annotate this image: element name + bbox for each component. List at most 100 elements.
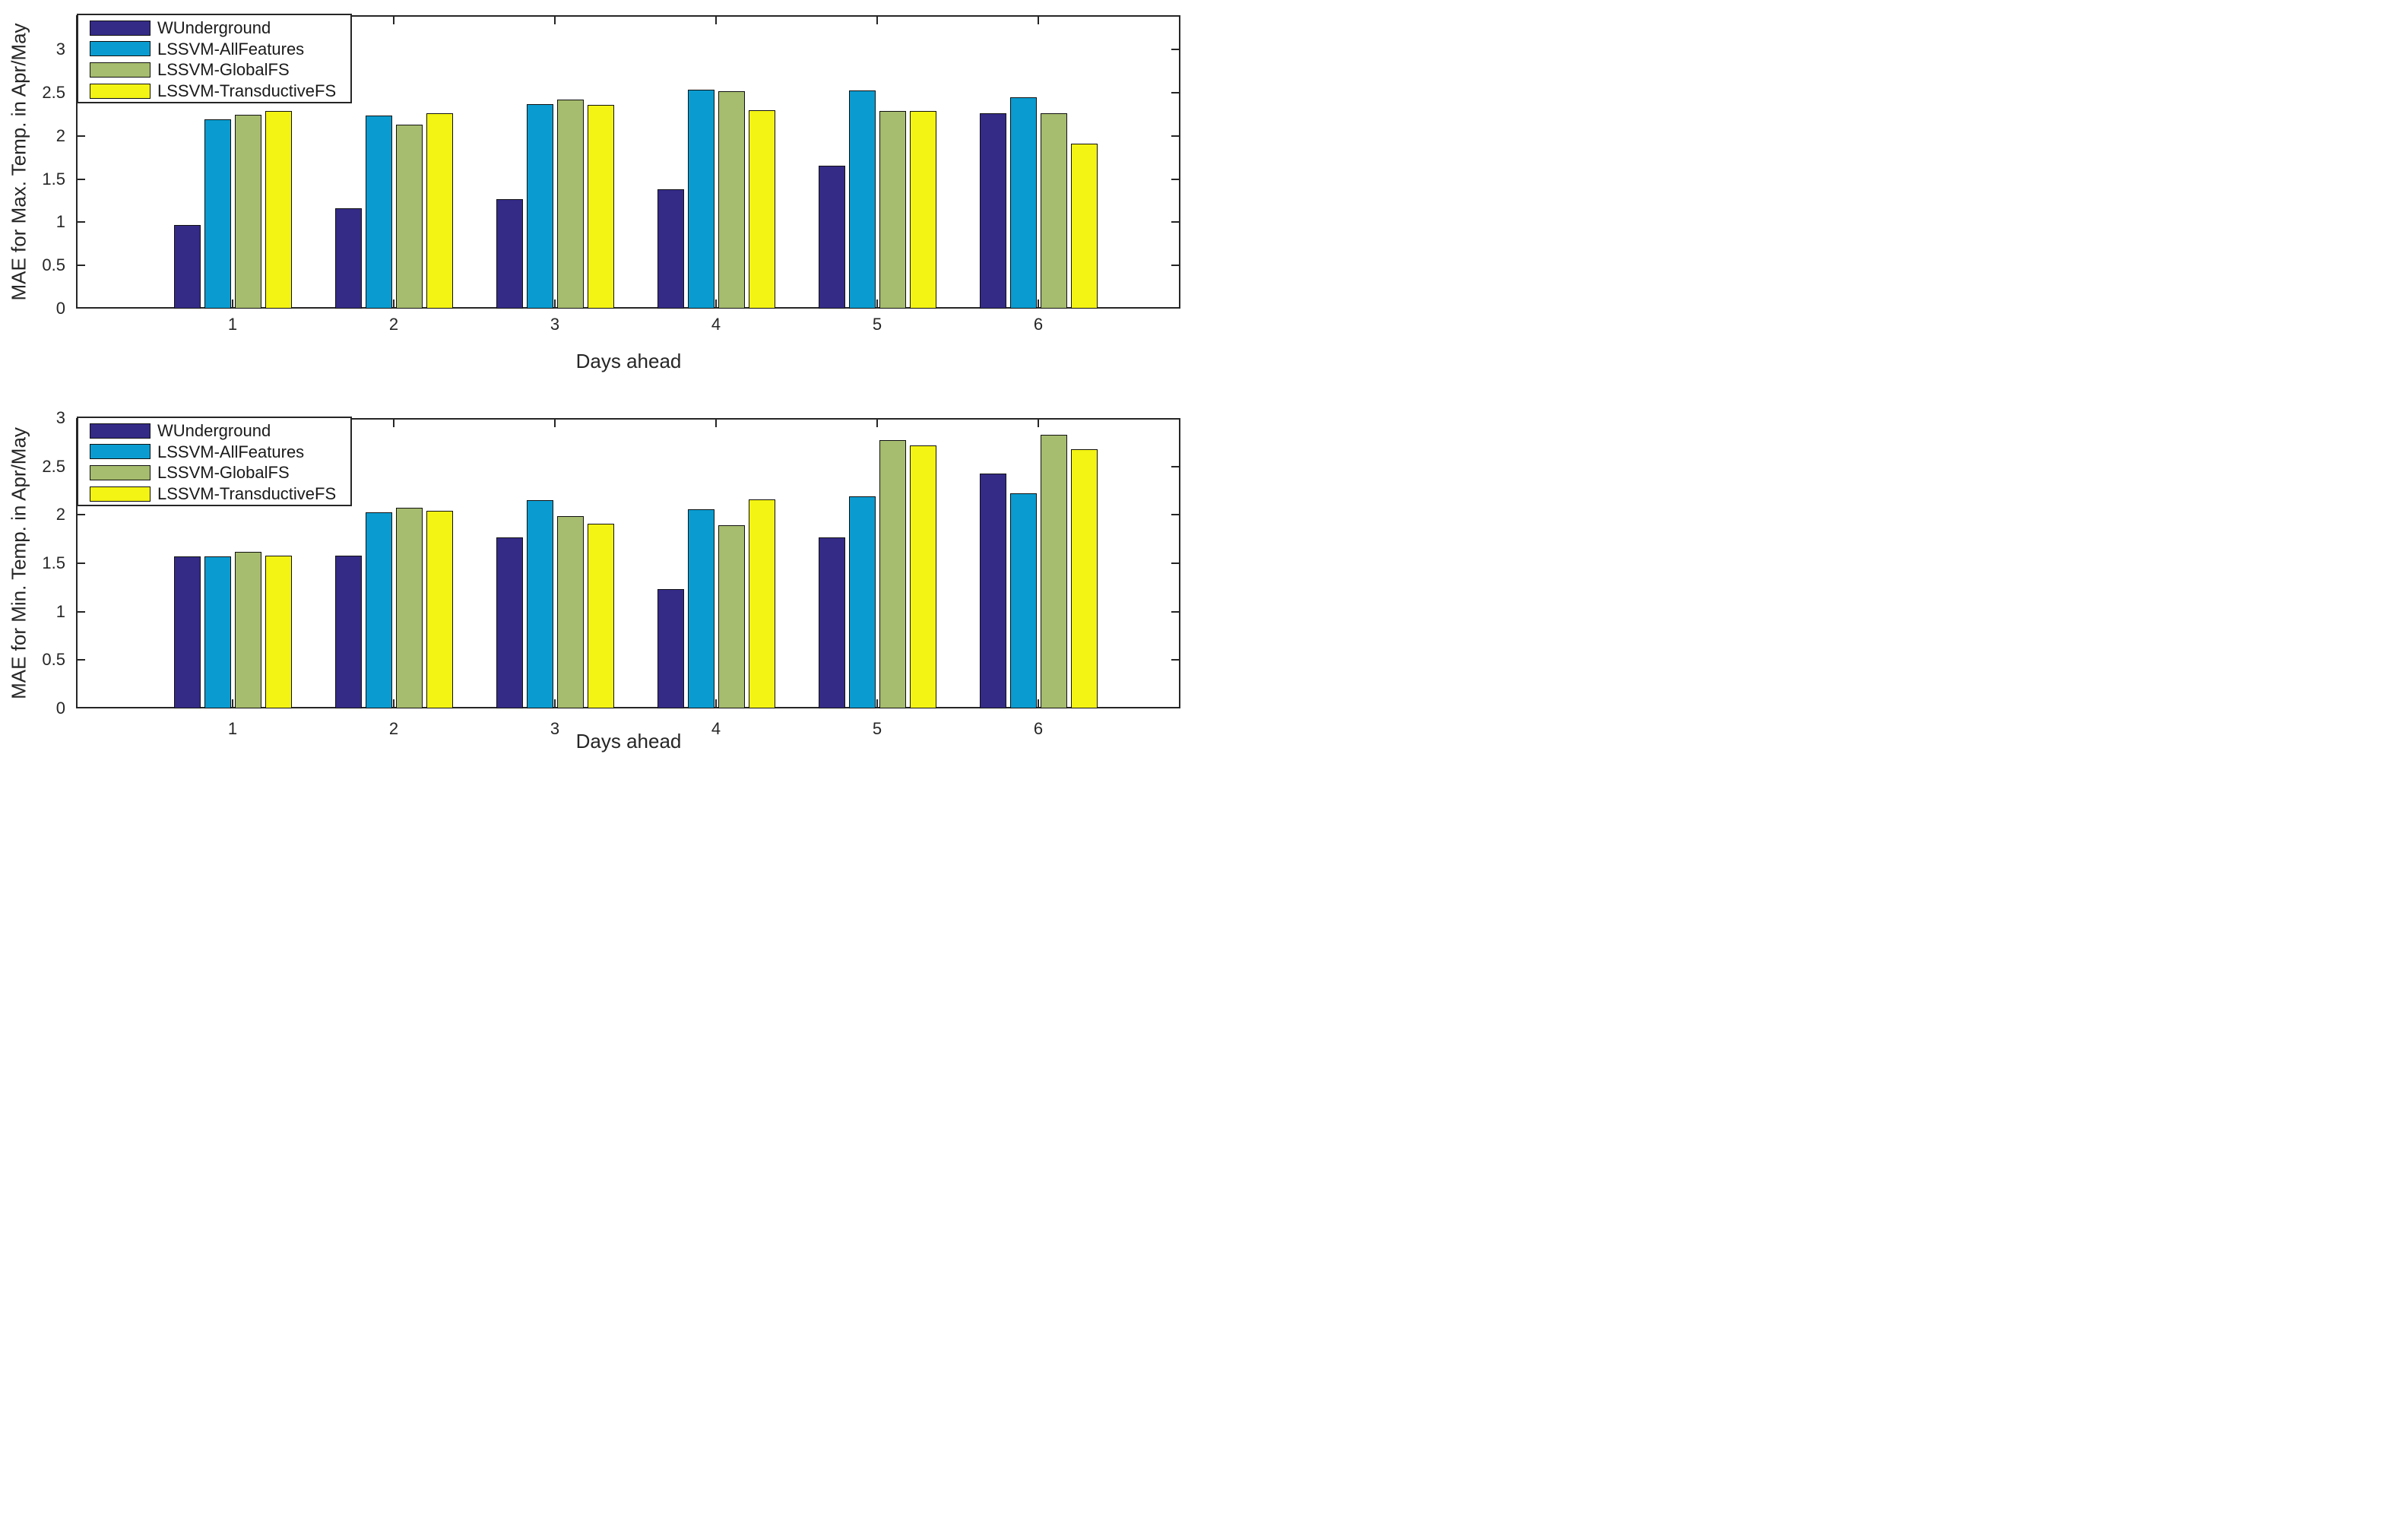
bar-LSSVM-AllFeatures-day6 [1009, 97, 1037, 309]
bar-WUnderground-day6 [979, 113, 1006, 309]
legend-label: WUnderground [157, 18, 271, 37]
x-tick [715, 699, 717, 708]
legend-swatch-LSSVM-GlobalFS [90, 465, 150, 481]
x-tick [1038, 299, 1039, 309]
bar-WUnderground-day4 [657, 189, 684, 309]
bar-LSSVM-GlobalFS-day1 [234, 551, 261, 708]
y-tick-label: 2 [55, 125, 65, 145]
legend-swatch-WUnderground [90, 423, 150, 439]
legend-item: LSSVM-GlobalFS [78, 462, 350, 483]
chart-max-temp: MAE for Max. Temp. in Apr/May WUndergrou… [0, 0, 1204, 761]
plot-area-min-temp [76, 418, 1180, 708]
bar-LSSVM-TransductiveFS-day4 [748, 499, 775, 708]
y-tick-label: 2.5 [42, 83, 65, 103]
x-tick-label: 1 [227, 719, 238, 738]
x-tick-label: 1 [227, 315, 238, 334]
bar-LSSVM-TransductiveFS-day4 [748, 109, 775, 309]
bar-LSSVM-GlobalFS-day4 [718, 525, 745, 708]
y-tick [1171, 135, 1180, 137]
y-tick [76, 514, 85, 516]
legend: WUnderground LSSVM-AllFeatures LSSVM-Globa… [77, 417, 352, 506]
x-tick [393, 15, 394, 24]
legend-item: WUnderground [78, 420, 350, 442]
y-tick [1171, 562, 1180, 564]
legend-item: LSSVM-TransductiveFS [78, 81, 350, 102]
bar-LSSVM-AllFeatures-day5 [848, 90, 876, 309]
bar-WUnderground-day6 [979, 473, 1006, 708]
bar-LSSVM-AllFeatures-day1 [204, 556, 231, 708]
x-tick-label: 4 [711, 719, 721, 738]
legend-swatch-LSSVM-TransductiveFS [90, 83, 150, 99]
bar-LSSVM-TransductiveFS-day2 [426, 511, 453, 708]
y-tick-label: 0 [55, 699, 65, 718]
x-tick [554, 15, 556, 24]
bar-WUnderground-day4 [657, 589, 684, 708]
bar-LSSVM-TransductiveFS-day1 [265, 111, 292, 309]
x-tick [715, 299, 717, 309]
x-tick-label: 5 [872, 719, 882, 738]
x-tick [393, 418, 394, 427]
x-tick [715, 418, 717, 427]
bar-LSSVM-TransductiveFS-day1 [265, 555, 292, 708]
legend: WUnderground LSSVM-AllFeatures LSSVM-Globa… [77, 14, 352, 103]
bar-LSSVM-AllFeatures-day4 [687, 89, 714, 309]
x-axis-label-days-ahead: Days ahead [575, 350, 682, 372]
bar-LSSVM-TransductiveFS-day5 [909, 445, 936, 708]
bar-WUnderground-day1 [173, 556, 201, 708]
x-tick [393, 299, 394, 309]
legend-item: WUnderground [78, 17, 350, 39]
bar-LSSVM-AllFeatures-day3 [526, 500, 553, 708]
plot-area-max-temp [76, 15, 1180, 309]
y-tick [1171, 265, 1180, 267]
bar-LSSVM-AllFeatures-day1 [204, 119, 231, 309]
x-tick [1038, 418, 1039, 427]
y-tick [76, 135, 85, 137]
y-tick-label: 1.5 [42, 169, 65, 189]
y-tick-label: 1.5 [42, 553, 65, 572]
legend-label: LSSVM-GlobalFS [157, 60, 290, 80]
x-tick [232, 299, 233, 309]
legend-item: LSSVM-AllFeatures [78, 39, 350, 60]
x-tick [1038, 15, 1039, 24]
y-tick-label: 1 [55, 212, 65, 232]
x-tick [232, 699, 233, 708]
y-tick-label: 2 [55, 505, 65, 524]
legend-label: LSSVM-GlobalFS [157, 463, 290, 483]
bar-LSSVM-TransductiveFS-day5 [909, 111, 936, 309]
y-tick-label: 1 [55, 601, 65, 621]
legend-label: LSSVM-AllFeatures [157, 39, 305, 59]
bar-LSSVM-AllFeatures-day6 [1009, 493, 1037, 708]
x-tick-label: 3 [550, 315, 560, 334]
y-tick [76, 659, 85, 661]
bar-LSSVM-GlobalFS-day6 [1040, 113, 1067, 309]
bar-WUnderground-day2 [334, 555, 362, 708]
bar-LSSVM-TransductiveFS-day2 [426, 113, 453, 309]
bar-LSSVM-GlobalFS-day3 [556, 100, 584, 309]
x-tick-label: 2 [388, 719, 399, 738]
bar-LSSVM-GlobalFS-day5 [879, 440, 906, 708]
legend-swatch-LSSVM-TransductiveFS [90, 486, 150, 502]
y-tick-label: 3 [55, 408, 65, 427]
bar-LSSVM-GlobalFS-day6 [1040, 434, 1067, 708]
axes-frame [76, 15, 1180, 309]
x-tick [1038, 699, 1039, 708]
bar-WUnderground-day5 [818, 537, 845, 708]
y-tick [76, 610, 85, 613]
matlab-figure: MAE for Max. Temp. in Apr/May WUndergrou… [0, 0, 1204, 761]
y-tick [1171, 659, 1180, 661]
y-tick-label: 0 [55, 299, 65, 318]
bar-LSSVM-GlobalFS-day3 [556, 515, 584, 708]
y-tick [76, 265, 85, 267]
y-tick [76, 562, 85, 564]
legend-label: LSSVM-AllFeatures [157, 442, 305, 461]
x-tick-label: 4 [711, 315, 721, 334]
bar-LSSVM-TransductiveFS-day6 [1070, 448, 1098, 708]
bar-WUnderground-day2 [334, 208, 362, 309]
y-tick [76, 178, 85, 180]
x-tick-label: 5 [872, 315, 882, 334]
bar-WUnderground-day3 [496, 537, 523, 708]
bar-LSSVM-TransductiveFS-day3 [587, 523, 614, 708]
y-tick [1171, 92, 1180, 94]
y-tick-label: 2.5 [42, 456, 65, 476]
x-axis-label-days-ahead: Days ahead [575, 730, 682, 753]
